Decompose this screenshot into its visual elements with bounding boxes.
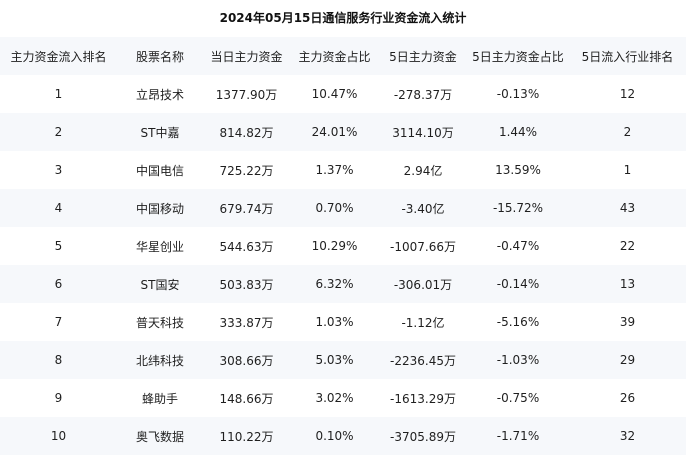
cell-daily-main-fund: 308.66万 [219,353,274,368]
cell-rank: 9 [54,391,63,405]
table-row: 9 蜂助手 148.66万 3.02% -1613.29万 -0.75% 26 [0,379,686,417]
cell-5day-main-fund: 2.94亿 [403,163,443,178]
cell-main-fund-ratio: 0.70% [315,201,354,215]
cell-5day-industry-rank: 32 [619,429,636,443]
cell-5day-industry-rank: 1 [623,163,632,177]
cell-main-fund-ratio: 10.29% [311,239,358,253]
cell-stock-name: 中国移动 [135,201,184,216]
cell-stock-name: 普天科技 [135,315,184,330]
table-row: 4 中国移动 679.74万 0.70% -3.40亿 -15.72% 43 [0,189,686,227]
table-row: 6 ST国安 503.83万 6.32% -306.01万 -0.14% 13 [0,265,686,303]
cell-5day-main-fund-ratio: -0.13% [496,87,540,101]
cell-5day-main-fund: -306.01万 [393,277,453,292]
cell-5day-industry-rank: 39 [619,315,636,329]
table-row: 5 华星创业 544.63万 10.29% -1007.66万 -0.47% 22 [0,227,686,265]
cell-stock-name: 奥飞数据 [135,429,184,444]
cell-5day-main-fund-ratio: -5.16% [496,315,540,329]
cell-stock-name: 中国电信 [135,163,184,178]
cell-5day-main-fund-ratio: -1.71% [496,429,540,443]
cell-main-fund-ratio: 1.37% [315,163,354,177]
cell-main-fund-ratio: 6.32% [315,277,354,291]
cell-rank: 5 [54,239,63,253]
cell-5day-main-fund: -1613.29万 [390,391,456,406]
cell-5day-main-fund: -3705.89万 [390,429,456,444]
header-5day-main-fund: 5日主力资金 [389,49,457,64]
cell-daily-main-fund: 1377.90万 [215,87,278,102]
cell-5day-main-fund-ratio: 13.59% [495,163,541,177]
cell-5day-main-fund: -3.40亿 [401,201,445,216]
cell-daily-main-fund: 679.74万 [219,201,274,216]
table-body: 1 立昂技术 1377.90万 10.47% -278.37万 -0.13% 12 2 ST中嘉… [0,75,686,455]
cell-5day-main-fund: -1007.66万 [390,239,456,254]
cell-daily-main-fund: 503.83万 [219,277,274,292]
header-5day-industry-rank: 5日流入行业排名 [581,49,674,64]
cell-5day-industry-rank: 26 [619,391,636,405]
cell-5day-industry-rank: 13 [619,277,636,291]
cell-5day-main-fund-ratio: -0.47% [496,239,540,253]
table-row: 2 ST中嘉 814.82万 24.01% 3114.10万 1.44% 2 [0,113,686,151]
header-daily-main-fund: 当日主力资金 [210,49,283,64]
table-row: 10 奥飞数据 110.22万 0.10% -3705.89万 -1.71% 32 [0,417,686,455]
cell-daily-main-fund: 544.63万 [219,239,274,254]
table-header-row: 主力资金流入排名 股票名称 当日主力资金 主力资金占比 5日主力资金 5日主力资… [0,37,686,75]
cell-main-fund-ratio: 5.03% [315,353,354,367]
cell-stock-name: ST中嘉 [140,125,180,140]
cell-daily-main-fund: 725.22万 [219,163,274,178]
cell-main-fund-ratio: 3.02% [315,391,354,405]
cell-rank: 7 [54,315,63,329]
page-title: 2024年05月15日通信服务行业资金流入统计 [219,11,467,25]
cell-stock-name: 立昂技术 [135,87,184,102]
cell-5day-main-fund-ratio: -15.72% [492,201,544,215]
cell-rank: 3 [54,163,63,177]
cell-5day-main-fund: 3114.10万 [392,125,454,140]
table-row: 8 北纬科技 308.66万 5.03% -2236.45万 -1.03% 29 [0,341,686,379]
cell-5day-main-fund: -2236.45万 [390,353,456,368]
cell-rank: 2 [54,125,63,139]
cell-stock-name: 蜂助手 [141,391,178,406]
cell-rank: 1 [54,87,63,101]
cell-5day-industry-rank: 2 [623,125,632,139]
cell-main-fund-ratio: 0.10% [315,429,354,443]
cell-daily-main-fund: 814.82万 [219,125,274,140]
header-main-fund-ratio: 主力资金占比 [298,49,371,64]
cell-main-fund-ratio: 1.03% [315,315,354,329]
table-row: 7 普天科技 333.87万 1.03% -1.12亿 -5.16% 39 [0,303,686,341]
cell-5day-industry-rank: 22 [619,239,636,253]
header-stock-name: 股票名称 [135,49,184,64]
cell-5day-industry-rank: 29 [619,353,636,367]
cell-5day-main-fund-ratio: -1.03% [496,353,540,367]
cell-daily-main-fund: 110.22万 [219,429,274,444]
cell-5day-industry-rank: 12 [619,87,636,101]
cell-main-fund-ratio: 24.01% [311,125,358,139]
cell-5day-main-fund-ratio: 1.44% [498,125,538,139]
header-rank: 主力资金流入排名 [10,49,107,64]
cell-main-fund-ratio: 10.47% [311,87,358,101]
cell-stock-name: 华星创业 [135,239,184,254]
table-row: 3 中国电信 725.22万 1.37% 2.94亿 13.59% 1 [0,151,686,189]
table-row: 1 立昂技术 1377.90万 10.47% -278.37万 -0.13% 12 [0,75,686,113]
cell-rank: 8 [54,353,63,367]
cell-5day-main-fund-ratio: -0.75% [496,391,540,405]
cell-5day-main-fund: -1.12亿 [401,315,445,330]
cell-stock-name: ST国安 [140,277,180,292]
fund-flow-table: 主力资金流入排名 股票名称 当日主力资金 主力资金占比 5日主力资金 5日主力资… [0,37,686,455]
cell-daily-main-fund: 148.66万 [219,391,274,406]
cell-5day-industry-rank: 43 [619,201,636,215]
cell-5day-main-fund: -278.37万 [393,87,453,102]
cell-daily-main-fund: 333.87万 [219,315,274,330]
cell-rank: 4 [54,201,63,215]
cell-5day-main-fund-ratio: -0.14% [496,277,540,291]
cell-rank: 6 [54,277,63,291]
header-5day-main-fund-ratio: 5日主力资金占比 [472,49,564,64]
cell-stock-name: 北纬科技 [135,353,184,368]
cell-rank: 10 [50,429,67,443]
